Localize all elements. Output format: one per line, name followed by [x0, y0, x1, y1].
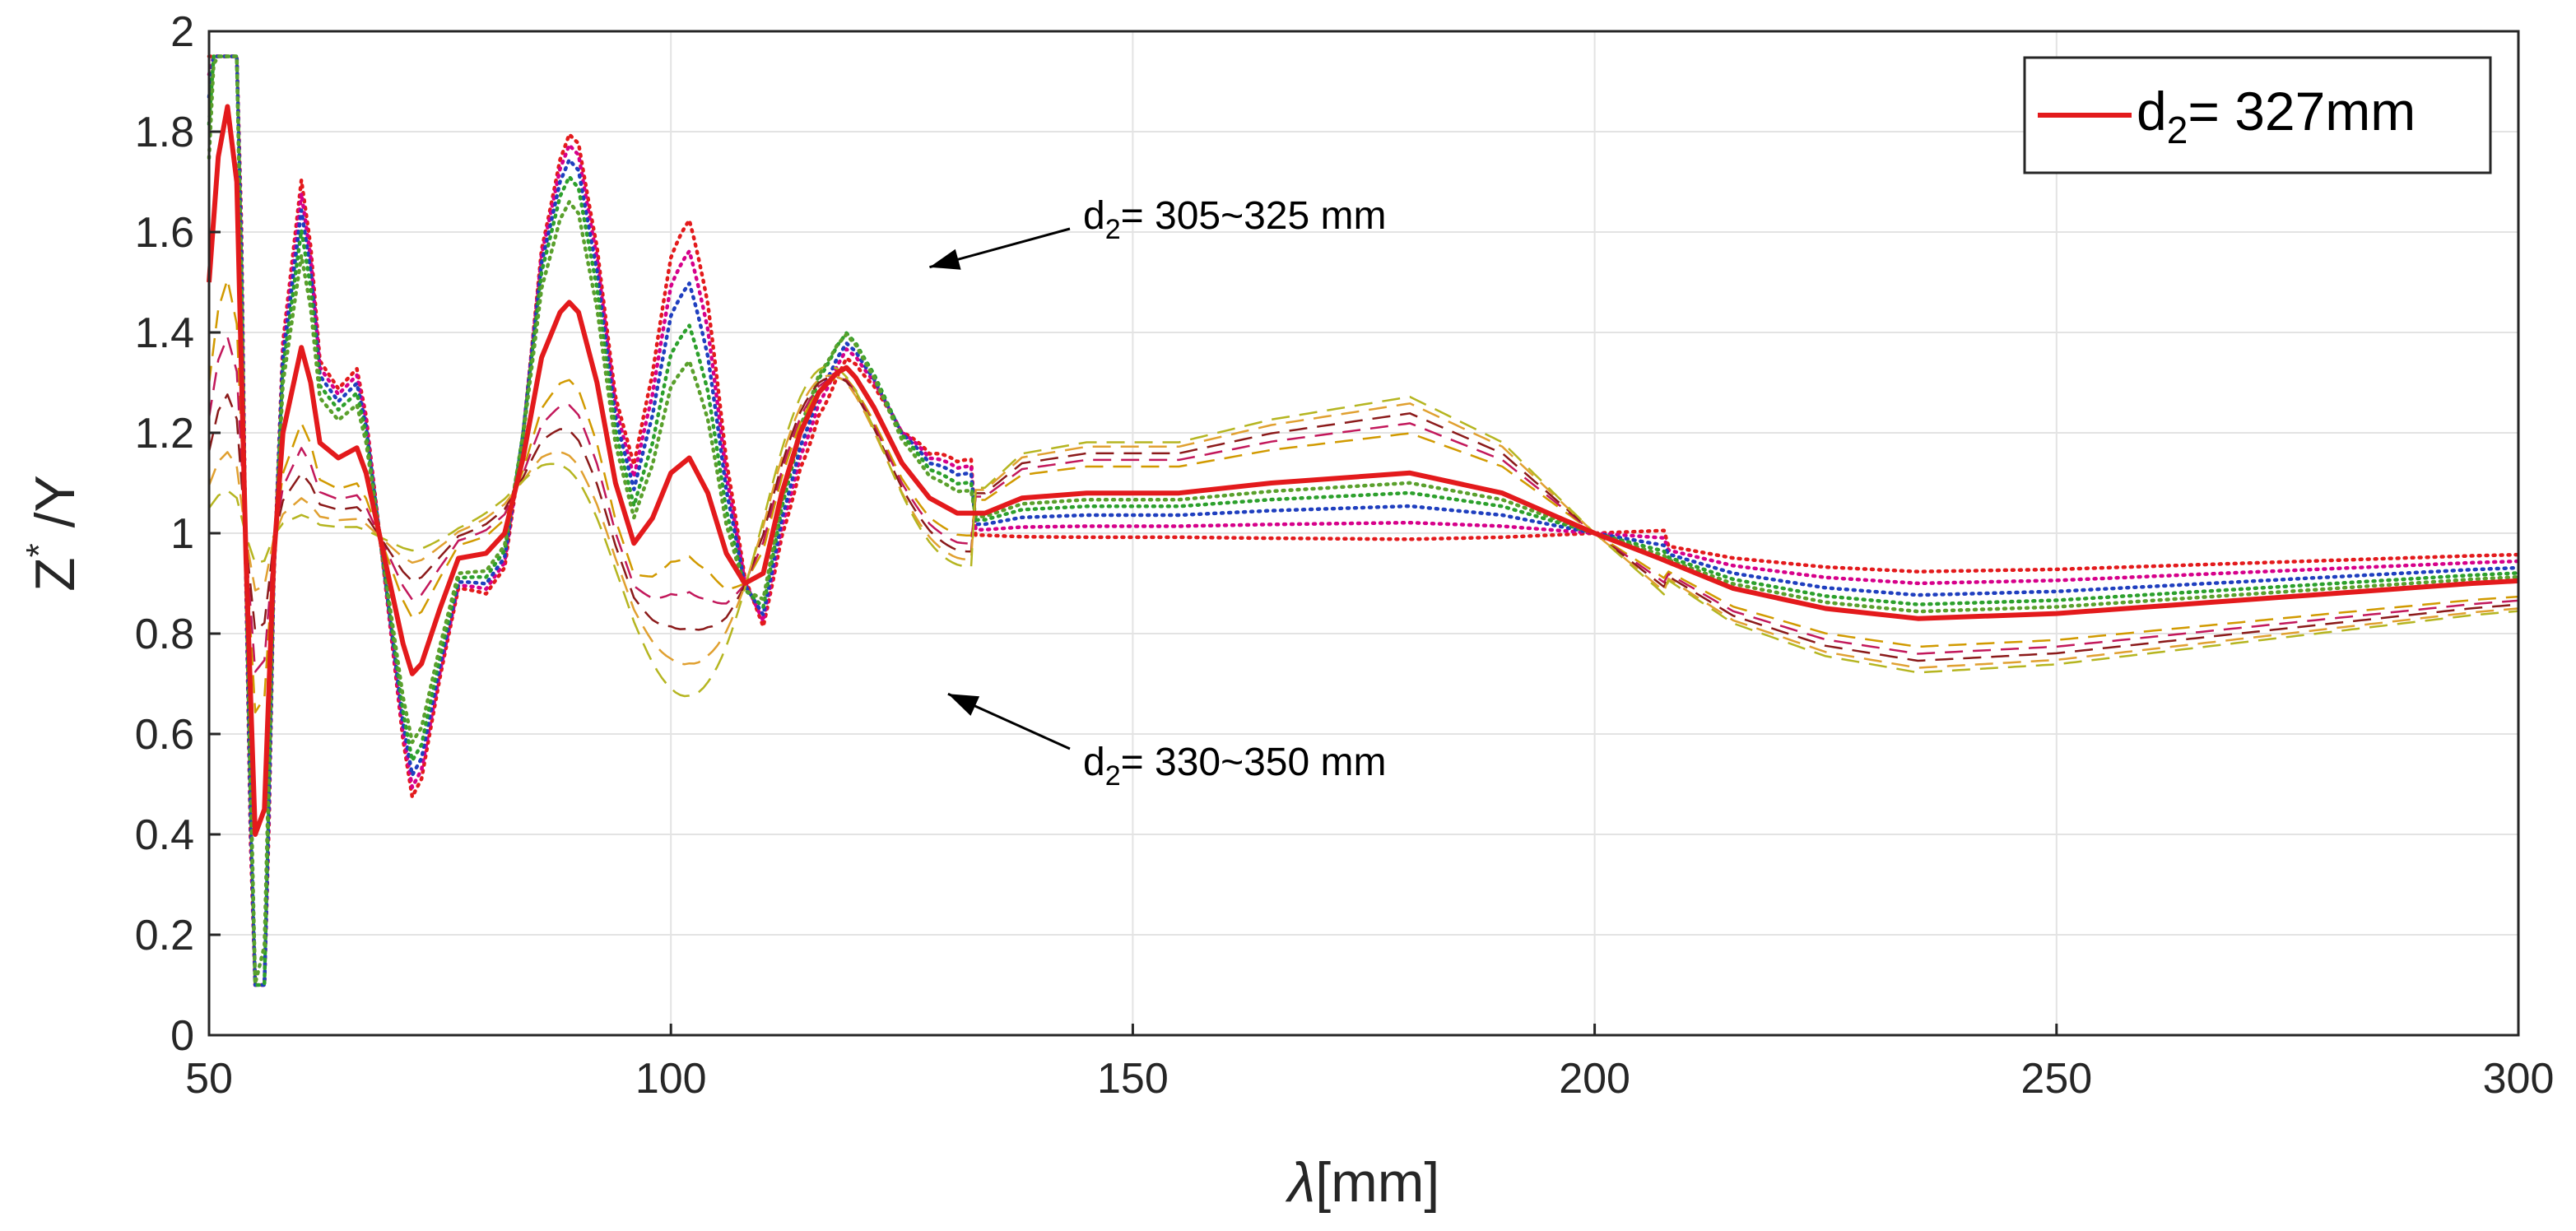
y-tick-label: 2: [170, 8, 194, 56]
series-line: [207, 365, 2519, 698]
annotation-prefix: d: [1083, 741, 1105, 784]
y-tick-label: 1.6: [135, 209, 194, 257]
annotation-label: d2= 330~350 mm: [1083, 741, 1387, 792]
x-tick-label: 50: [185, 1055, 233, 1103]
annotation-sub: 2: [1105, 214, 1121, 245]
legend-prefix: d: [2137, 81, 2167, 142]
series-line: [207, 374, 2519, 669]
y-tick-label: 0: [170, 1012, 194, 1060]
series-line: [207, 54, 2521, 987]
y-axis-label: Z* /Y: [19, 475, 86, 592]
annotation-dotted-range: d2= 305~325 mm: [929, 194, 1387, 270]
y-tick-label: 1.4: [135, 309, 194, 357]
y-tick-label: 0.4: [135, 811, 194, 859]
y-axis-sup: *: [19, 543, 59, 557]
annotation-rest: = 305~325 mm: [1121, 194, 1387, 238]
annotation-dashed-range: d2= 330~350 mm: [947, 692, 1387, 792]
series-line: [207, 375, 2519, 662]
x-axis-unit: [mm]: [1315, 1151, 1439, 1214]
series-line: [207, 54, 2521, 986]
y-tick-label: 0.8: [135, 611, 194, 658]
y-tick-label: 0.2: [135, 912, 194, 959]
series-layer: [207, 54, 2521, 987]
annotation-rest: = 330~350 mm: [1121, 741, 1387, 784]
x-tick-label: 100: [635, 1055, 707, 1103]
x-axis-label: λ[mm]: [1285, 1151, 1440, 1214]
series-line: [207, 336, 2519, 673]
annotation-label: d2= 305~325 mm: [1083, 194, 1387, 245]
series-line: [207, 54, 2521, 987]
x-tick-label: 300: [2483, 1055, 2555, 1103]
series-line: [207, 104, 2519, 837]
y-tick-label: 1: [170, 510, 194, 558]
x-tick-label: 200: [1559, 1055, 1630, 1103]
y-axis-rest: /Y: [24, 475, 86, 543]
series-line: [207, 54, 2521, 987]
y-tick-label: 1.2: [135, 410, 194, 458]
legend-entry: d2= 327mm: [2137, 81, 2416, 151]
series-line: [207, 278, 2519, 713]
series-line: [207, 54, 2521, 987]
annotation-arrowhead: [929, 249, 961, 270]
legend: d2= 327mm: [2023, 56, 2492, 174]
legend-sub: 2: [2167, 109, 2188, 151]
y-tick-label: 0.6: [135, 711, 194, 759]
annotation-prefix: d: [1083, 194, 1105, 238]
y-axis-base: Z: [24, 557, 86, 592]
legend-rest: = 327mm: [2188, 81, 2416, 142]
annotation-arrowhead: [947, 694, 980, 716]
y-tick-label: 1.8: [135, 109, 194, 156]
annotation-sub: 2: [1105, 760, 1121, 792]
x-tick-label: 250: [2020, 1055, 2092, 1103]
x-tick-label: 150: [1097, 1055, 1169, 1103]
ticks: 50 100 150 200 250 300 0 0.2 0.4 0.6 0.8 1 1.2 1.4 1.6…: [135, 8, 2555, 1103]
x-axis-symbol: λ: [1285, 1151, 1315, 1214]
